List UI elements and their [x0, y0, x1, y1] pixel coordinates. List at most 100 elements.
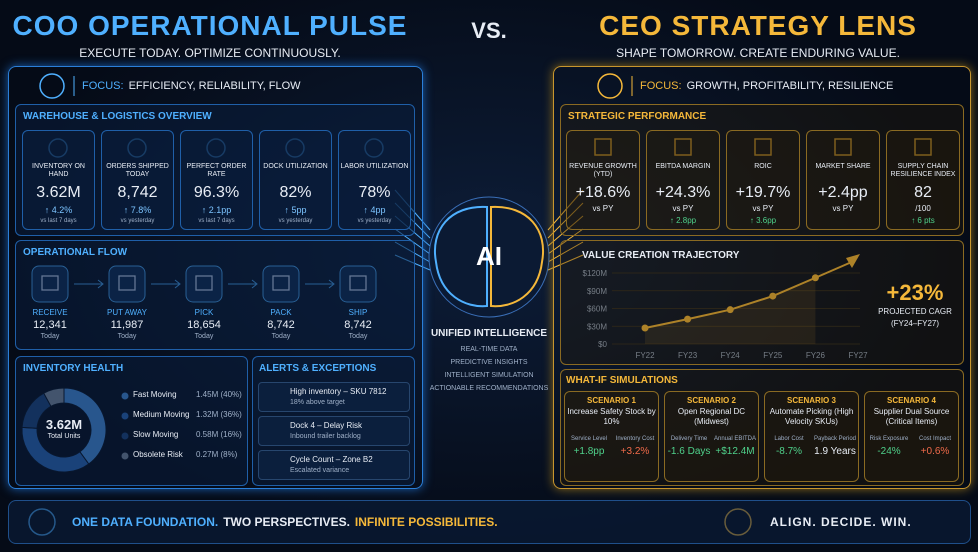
metric-label: Inventory Cost — [615, 436, 655, 442]
kpi-icon — [914, 138, 932, 156]
cagr-label: PROJECTED CAGR — [878, 307, 952, 316]
metric-value: -24% — [877, 446, 901, 457]
center-item: REAL-TIME DATA — [460, 346, 518, 353]
scenario-name: SCENARIO 1 — [587, 396, 636, 405]
section-title: WAREHOUSE & LOGISTICS OVERVIEW — [23, 111, 212, 122]
kpi-change: ↑ 7.8% — [123, 205, 152, 215]
metric-label: Payback Period — [813, 436, 857, 442]
kpi-label: PERFECT ORDER RATE — [186, 163, 247, 178]
metric-value: +0.6% — [920, 446, 950, 457]
step-note: Today — [271, 333, 291, 340]
section-box — [15, 240, 415, 350]
kpi-card — [180, 130, 253, 230]
y-tick-label: $120M — [583, 269, 608, 278]
kpi-icon — [754, 138, 772, 156]
alert-item — [258, 416, 410, 446]
section-title: VALUE CREATION TRAJECTORY — [582, 250, 740, 261]
alert-title: High inventory – SKU 7812 — [290, 387, 387, 396]
kpi-change: ↑ 2.1pp — [201, 205, 232, 215]
section-box — [560, 240, 964, 365]
scenario-desc: Supplier Dual Source (Critical Items) — [873, 407, 950, 426]
scenario-card — [664, 391, 759, 482]
kpi-card — [646, 130, 720, 230]
legend-name: Fast Moving — [133, 390, 177, 399]
kpi-value: +24.3% — [655, 184, 711, 201]
metric-label: Risk Exposure — [869, 436, 909, 442]
kpi-label: ROIC — [754, 163, 772, 170]
kpi-note: vs yesterday — [120, 218, 155, 224]
kpi-card — [101, 130, 174, 230]
kpi-change: ↑ 3.6pp — [749, 216, 777, 225]
kpi-label: INVENTORY ON HAND — [32, 163, 85, 178]
scenario-name: SCENARIO 4 — [887, 396, 936, 405]
kpi-value: 8,742 — [117, 184, 158, 201]
kpi-icon — [834, 138, 852, 156]
kpi-change: ↑ 2.8pp — [669, 216, 697, 225]
section-box — [15, 356, 248, 486]
step-label: PICK — [194, 308, 214, 317]
legend-value: 1.45M (40%) — [196, 390, 242, 399]
kpi-label: MARKET SHARE — [815, 163, 871, 170]
kpi-card — [726, 130, 800, 230]
scenario-card — [564, 391, 659, 482]
x-tick-label: FY24 — [721, 351, 741, 360]
y-tick-label: $0 — [598, 340, 607, 349]
data-point — [641, 324, 649, 332]
kpi-change: ↑ 6 pts — [911, 216, 935, 225]
metric-value: -1.6 Days — [667, 446, 711, 457]
data-point — [726, 306, 734, 314]
step-label: PUT AWAY — [106, 308, 147, 317]
section-title: INVENTORY HEALTH — [23, 363, 124, 374]
x-tick-label: FY27 — [848, 351, 868, 360]
brain-glow — [428, 196, 550, 318]
metric-value: -8.7% — [775, 446, 803, 457]
ai-label: AI — [476, 241, 502, 271]
kpi-note: vs last 7 days — [40, 218, 77, 224]
kpi-note: vs yesterday — [357, 218, 392, 224]
kpi-label: DOCK UTILIZATION — [263, 163, 328, 170]
focus-text: EFFICIENCY, RELIABILITY, FLOW — [128, 80, 301, 92]
legend-value: 0.27M (8%) — [196, 450, 238, 459]
kpi-card — [566, 130, 640, 230]
legend-name: Obsolete Risk — [133, 450, 183, 459]
alert-detail: 18% above target — [290, 399, 345, 406]
kpi-note: vs PY — [672, 204, 694, 213]
kpi-value: 82 — [914, 184, 932, 201]
focus-text: GROWTH, PROFITABILITY, RESILIENCE — [686, 80, 894, 92]
kpi-change: ↑ 4pp — [363, 205, 386, 215]
section-title: ALERTS & EXCEPTIONS — [259, 363, 377, 374]
kpi-note: vs PY — [592, 204, 614, 213]
cagr-value: +23% — [886, 280, 944, 305]
x-tick-label: FY23 — [678, 351, 698, 360]
kpi-label: EBITDA MARGIN — [655, 163, 711, 170]
step-value: 11,987 — [110, 319, 144, 331]
kpi-icon — [594, 138, 612, 156]
metric-label: Cost Impact — [918, 436, 951, 442]
focus-bar: FOCUS: GROWTH, PROFITABILITY, RESILIENCE — [580, 72, 960, 100]
center-item: ACTIONABLE RECOMMENDATIONS — [429, 385, 549, 392]
scenario-name: SCENARIO 2 — [687, 396, 736, 405]
kpi-label: REVENUE GROWTH (YTD) — [569, 163, 637, 178]
scenario-card — [764, 391, 859, 482]
vs: VS. — [471, 18, 507, 43]
kpi-value: +18.6% — [575, 184, 631, 201]
footer-left: ONE DATA FOUNDATION. TWO PERSPECTIVES. INF… — [72, 515, 498, 529]
right-subtitle: SHAPE TOMORROW. CREATE ENDURING VALUE. — [616, 46, 900, 60]
data-point — [769, 292, 777, 300]
left-subtitle: EXECUTE TODAY. OPTIMIZE CONTINUOUSLY. — [79, 46, 341, 60]
kpi-card — [806, 130, 880, 230]
step-note: Today — [117, 333, 137, 340]
data-point — [684, 315, 692, 323]
metric-label: Delivery Time — [670, 436, 708, 442]
kpi-note: vs PY — [832, 204, 854, 213]
focus-icon — [39, 73, 65, 99]
kpi-card — [22, 130, 95, 230]
center-title: UNIFIED INTELLIGENCE — [430, 328, 548, 339]
x-tick-label: FY25 — [763, 351, 783, 360]
step-label: SHIP — [348, 308, 368, 317]
kpi-label: LABOR UTILIZATION — [340, 163, 409, 170]
trend-arrowhead — [846, 254, 860, 268]
step-value: 8,742 — [344, 319, 372, 331]
step-label: PACK — [270, 308, 292, 317]
